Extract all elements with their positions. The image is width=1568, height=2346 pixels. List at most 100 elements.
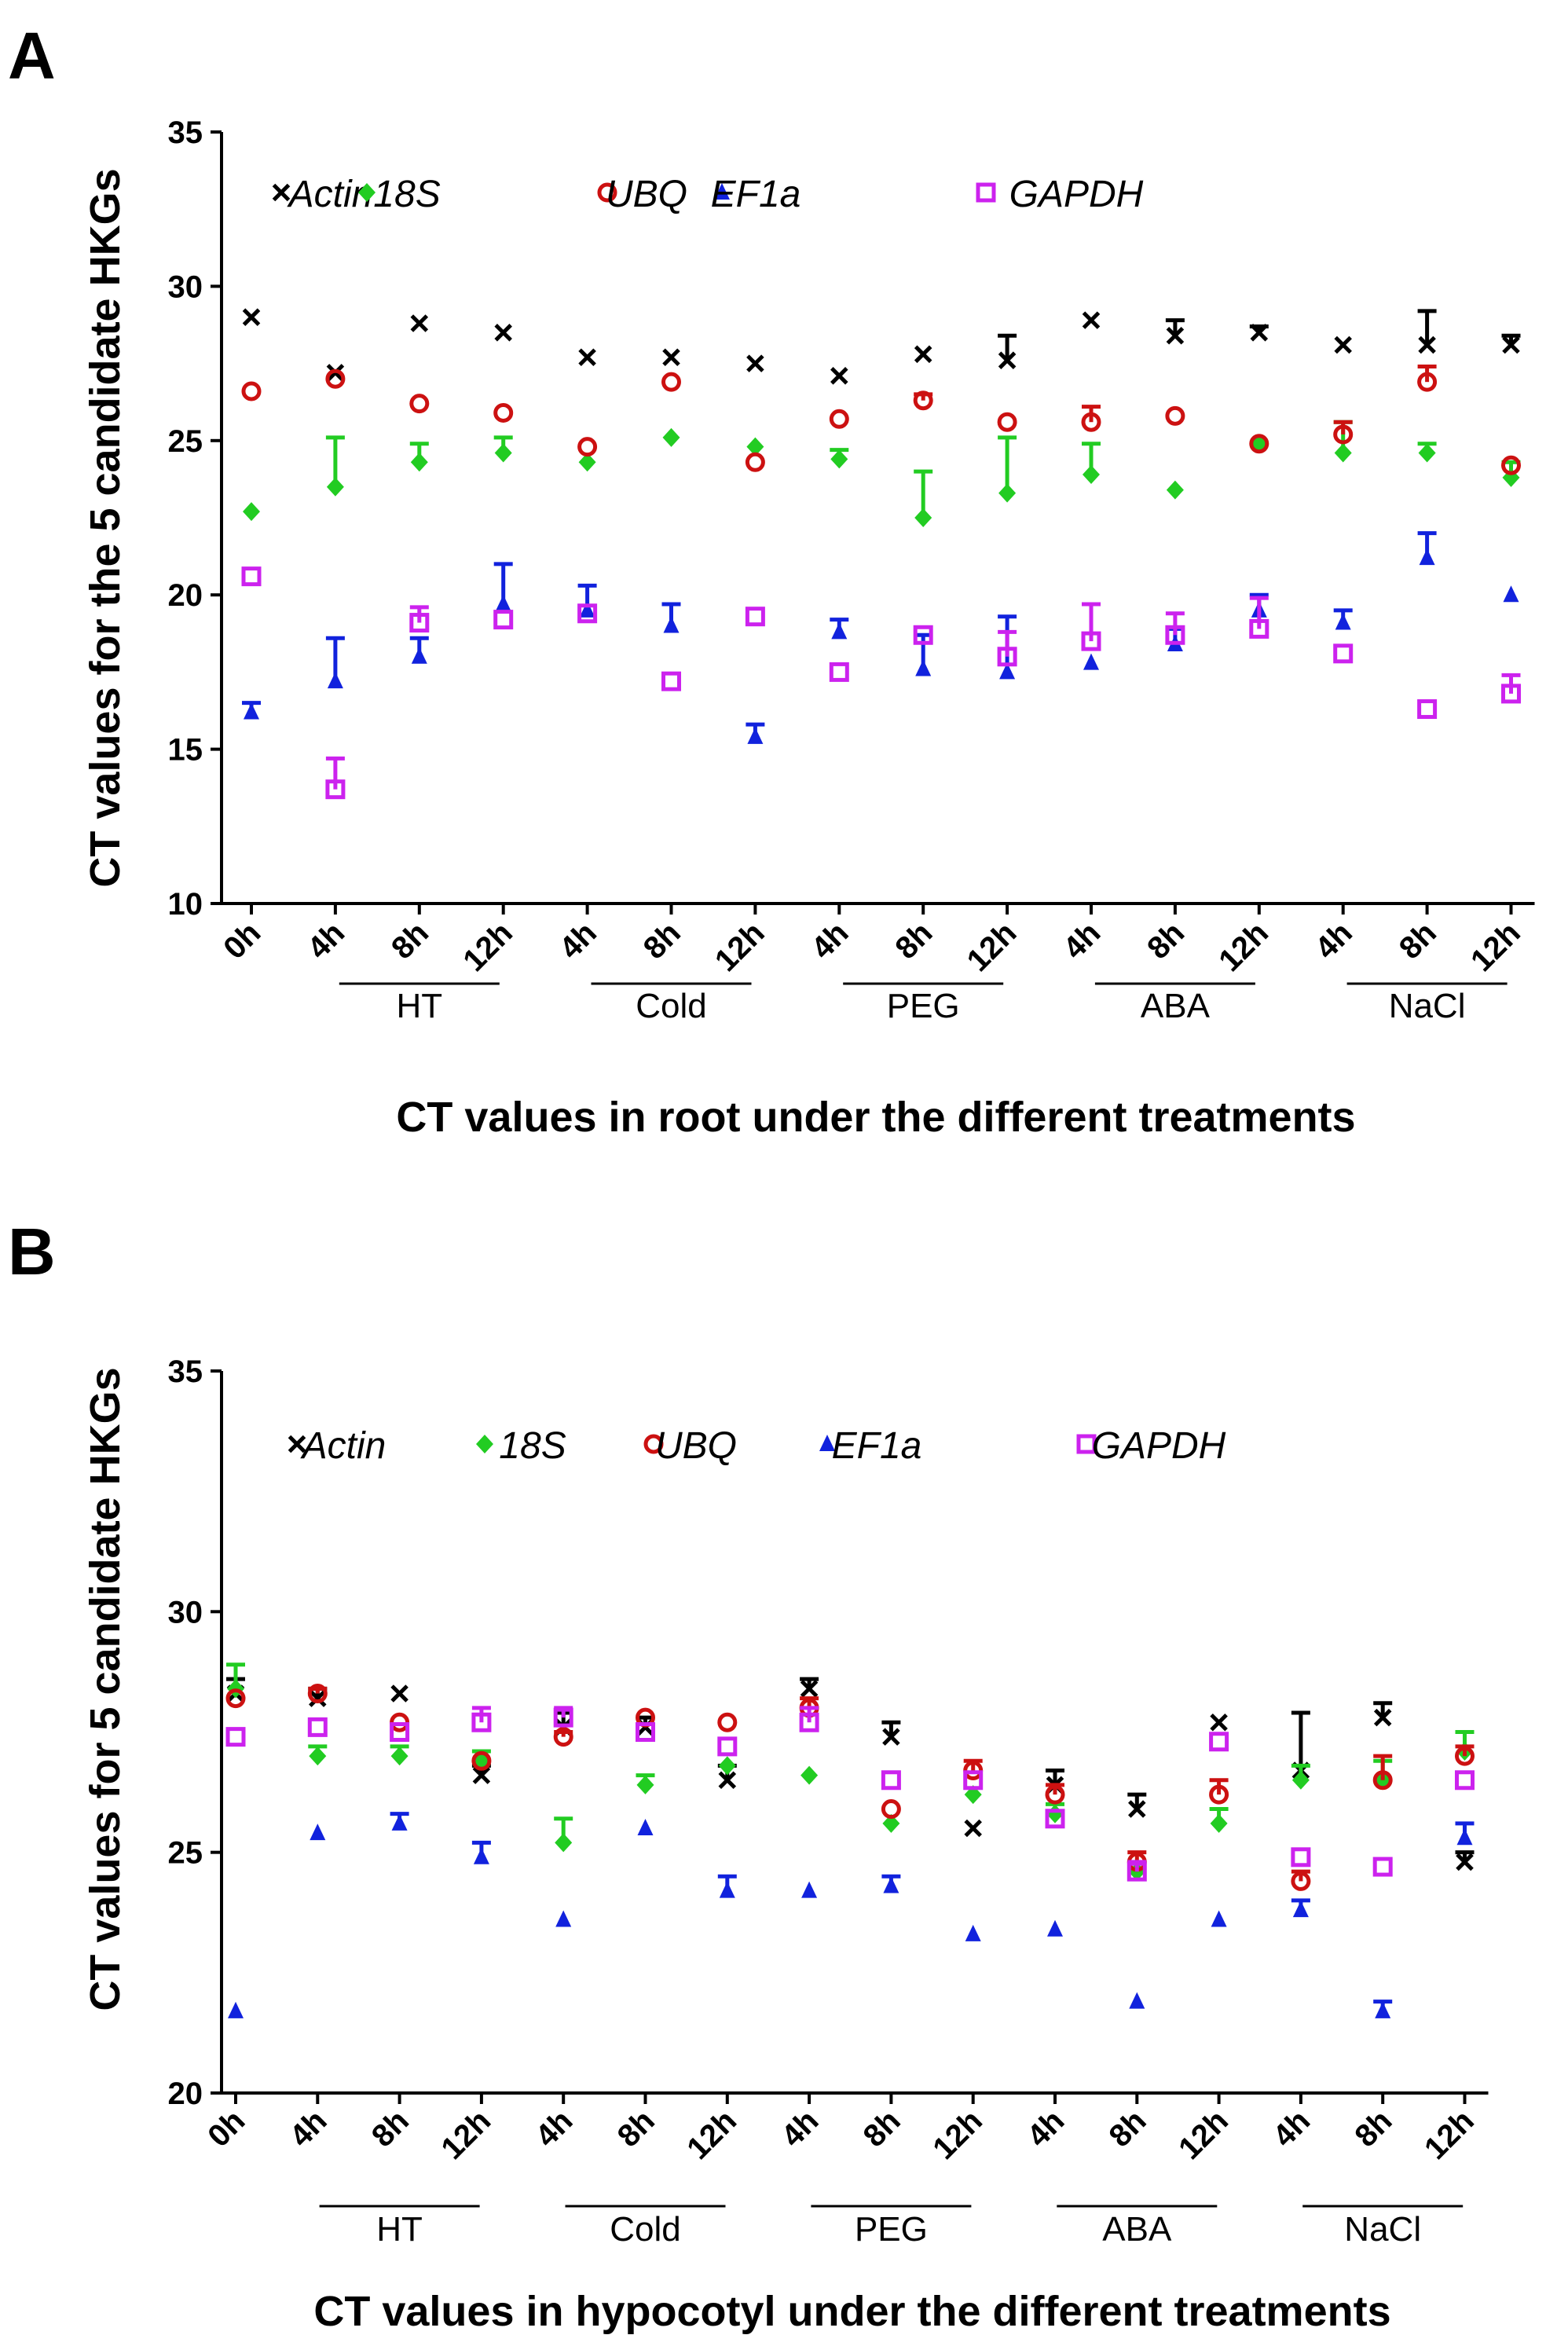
data-point [964,1819,982,1838]
data-point-shape [1250,324,1269,342]
data-point [309,1689,327,1707]
data-point [577,437,598,457]
data-point-shape [1128,1800,1146,1818]
data-point [309,1747,327,1766]
data-point [1209,1784,1229,1805]
data-point [1249,618,1269,639]
data-point [914,508,932,527]
data-point [914,345,932,364]
data-point [471,1750,492,1771]
data-point [717,1712,738,1732]
data-point-shape [494,324,512,342]
data-point [1291,1847,1311,1868]
data-point [1083,465,1100,485]
data-point [555,1833,573,1853]
x-tick-label: 4h [805,915,855,966]
x-tick-label: 12h [1172,2103,1235,2166]
legend-marker-gapdh [1076,1434,1097,1454]
data-point [745,607,765,627]
data-point [1250,324,1269,342]
legend-marker-ubq [597,182,617,203]
data-point [472,1766,491,1784]
data-point [746,354,764,372]
x-tick-label: 8h [1141,915,1191,966]
data-point [553,1707,573,1728]
data-point [719,1881,735,1898]
data-point [881,1799,901,1820]
data-point [307,1683,328,1703]
data-point-shape [1456,1853,1474,1871]
data-point [241,381,262,401]
data-point [662,427,680,447]
x-tick-label: 12h [709,915,771,978]
group-label: Cold [636,987,707,1025]
data-point [965,1924,981,1941]
data-point [493,610,514,630]
data-point [410,314,429,332]
series-18s [243,420,1521,527]
data-point [998,351,1017,369]
data-point [579,600,595,618]
x-tick-label: 4h [775,2103,825,2154]
legend-label-18s: 18S [373,174,440,215]
legend-marker-18s [476,1435,493,1453]
x-tick-label: 4h [1020,2103,1071,2154]
data-point [1166,480,1184,500]
legend-label-ef1a: EF1a [711,174,801,215]
data-point [494,443,512,463]
y-tick-label: 35 [168,115,203,150]
legend-label-actin: Actin [287,174,373,215]
data-point-shape [390,1684,408,1703]
data-point [1372,1857,1393,1877]
group-label: PEG [887,987,960,1025]
y-tick-label: 10 [168,887,203,922]
data-point [1209,1732,1229,1752]
data-point [746,437,764,456]
data-point [913,625,933,645]
data-point [242,308,261,326]
group-label: ABA [1141,987,1211,1025]
data-point-shape [410,314,429,332]
data-point [801,1881,818,1898]
data-point [799,1712,819,1732]
error-bar [998,629,1017,657]
data-point [1129,1992,1145,2009]
data-point [829,662,849,682]
series-gapdh [225,1706,1475,1882]
legend-label-gapdh: GAPDH [1009,174,1144,215]
data-point [244,702,259,720]
data-point [1335,613,1351,630]
data-point [1249,434,1269,454]
data-point-shape [662,348,680,367]
x-tick-label: 12h [1212,915,1275,978]
x-tick-label: 8h [1103,2103,1153,2154]
data-point [553,1727,573,1747]
legend-marker-actin [272,183,291,202]
data-point [471,1712,492,1732]
legend-marker-ef1a [714,183,730,200]
series-ef1a [242,531,1519,744]
data-point [636,1775,654,1794]
x-tick-label: 12h [961,915,1024,978]
x-axis-title-b: CT values in hypocotyl under the differe… [313,2288,1390,2335]
data-point [1334,443,1352,463]
data-point [326,477,344,497]
data-point-shape [914,345,932,364]
data-point [1373,1708,1392,1727]
x-tick-label: 12h [1464,915,1527,978]
plot-area-a: 10 15 20 25 30 35 0h 4h 8h 12h 4h 8h 12h 4h 8h 12h 4h 8h 1… [168,115,1535,1025]
data-point [661,372,681,392]
data-point [1045,1784,1065,1805]
legend-marker-actin-shape [288,1435,306,1453]
y-axis-title-b: CT values for 5 candidate HKGs [82,1367,129,2011]
data-point-shape [1334,335,1352,354]
series-ubq [241,365,1521,475]
data-point [495,594,511,611]
data-point [1081,631,1101,651]
data-point [915,659,932,676]
data-point [1334,335,1352,354]
data-point [636,1722,655,1742]
legend-marker-18s [358,183,376,202]
group-label: PEG [855,2210,928,2249]
data-point [1047,1919,1063,1937]
